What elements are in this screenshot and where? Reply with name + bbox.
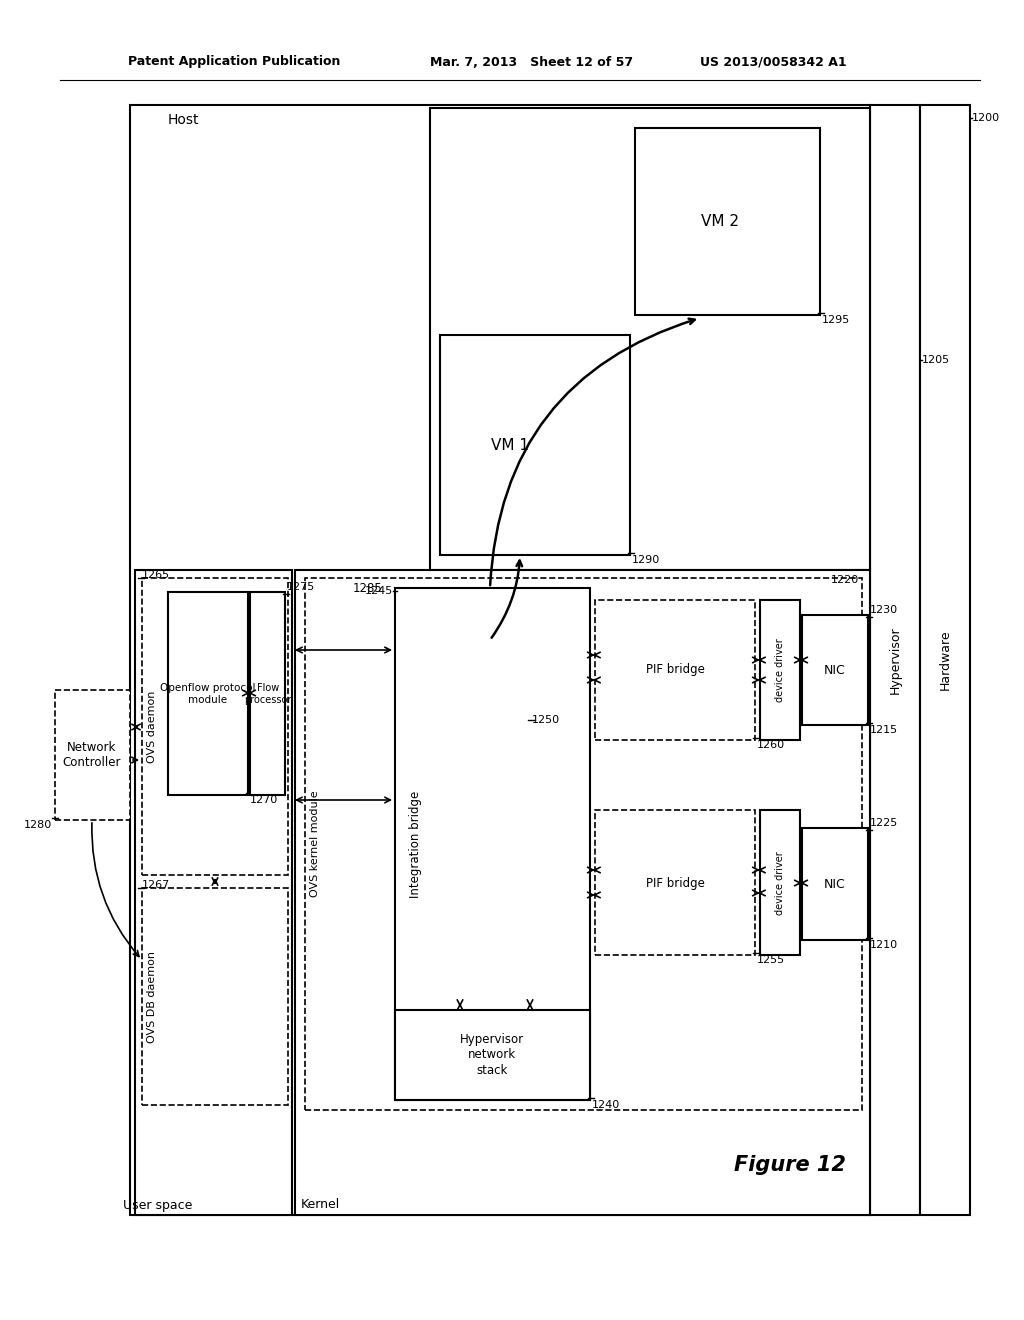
Bar <box>130 106 870 1214</box>
Text: 1295: 1295 <box>822 315 850 325</box>
Text: Flow
processor: Flow processor <box>245 684 292 705</box>
Text: Hypervisor: Hypervisor <box>889 626 901 694</box>
Bar <box>802 828 868 940</box>
Text: NIC: NIC <box>824 878 846 891</box>
Text: Figure 12: Figure 12 <box>734 1155 846 1175</box>
Bar <box>250 591 285 795</box>
Bar <box>142 888 288 1105</box>
Bar <box>295 570 870 1214</box>
Text: 1267: 1267 <box>142 880 170 890</box>
Bar <box>168 591 248 795</box>
Text: US 2013/0058342 A1: US 2013/0058342 A1 <box>700 55 847 69</box>
Text: PIF bridge: PIF bridge <box>645 876 705 890</box>
Text: 1210: 1210 <box>870 940 898 950</box>
Bar <box>870 106 920 1214</box>
Text: 1220: 1220 <box>831 576 859 585</box>
Bar <box>142 578 288 875</box>
Text: 1290: 1290 <box>632 554 660 565</box>
Text: Kernel: Kernel <box>300 1199 340 1212</box>
Text: VM 2: VM 2 <box>701 214 739 230</box>
Text: 1225: 1225 <box>870 818 898 828</box>
Text: Mar. 7, 2013   Sheet 12 of 57: Mar. 7, 2013 Sheet 12 of 57 <box>430 55 633 69</box>
Text: OVS daemon: OVS daemon <box>147 690 157 763</box>
Text: 1200: 1200 <box>972 114 1000 123</box>
Bar <box>305 578 862 1110</box>
Bar <box>635 128 820 315</box>
Bar <box>55 690 130 820</box>
Bar <box>802 615 868 725</box>
Bar <box>395 587 590 1100</box>
Text: User space: User space <box>123 1199 193 1212</box>
Bar <box>440 335 630 554</box>
Text: 1280: 1280 <box>24 820 52 830</box>
Text: 1260: 1260 <box>757 741 785 750</box>
Text: 1205: 1205 <box>922 355 950 366</box>
Text: OVS DB daemon: OVS DB daemon <box>147 950 157 1043</box>
Text: 1250: 1250 <box>532 715 560 725</box>
Bar <box>760 810 800 954</box>
Text: device driver: device driver <box>775 851 785 915</box>
Text: Patent Application Publication: Patent Application Publication <box>128 55 340 69</box>
Text: Integration bridge: Integration bridge <box>409 791 422 898</box>
Text: Hardware: Hardware <box>939 630 951 690</box>
Bar <box>760 601 800 741</box>
Text: 1215: 1215 <box>870 725 898 735</box>
Bar <box>135 570 292 1214</box>
Bar <box>595 810 755 954</box>
Bar <box>395 1010 590 1100</box>
Bar <box>595 601 755 741</box>
Text: NIC: NIC <box>824 664 846 676</box>
Text: 1285: 1285 <box>353 582 383 594</box>
Text: 1255: 1255 <box>757 954 785 965</box>
Text: 1265: 1265 <box>142 570 170 579</box>
Text: OVS kernel module: OVS kernel module <box>310 791 319 898</box>
Text: VM 1: VM 1 <box>490 437 529 453</box>
Bar <box>430 108 870 570</box>
Text: device driver: device driver <box>775 638 785 702</box>
Text: 1230: 1230 <box>870 605 898 615</box>
Text: 1270: 1270 <box>250 795 279 805</box>
Text: Host: Host <box>168 114 200 127</box>
Text: 1240: 1240 <box>592 1100 621 1110</box>
Text: Hypervisor
network
stack: Hypervisor network stack <box>460 1034 524 1077</box>
Text: Network
Controller: Network Controller <box>62 741 121 770</box>
Text: Openflow protocol
module: Openflow protocol module <box>160 684 256 705</box>
Text: 1275: 1275 <box>287 582 315 591</box>
Bar <box>920 106 970 1214</box>
Text: 1245: 1245 <box>365 586 393 597</box>
Text: PIF bridge: PIF bridge <box>645 664 705 676</box>
